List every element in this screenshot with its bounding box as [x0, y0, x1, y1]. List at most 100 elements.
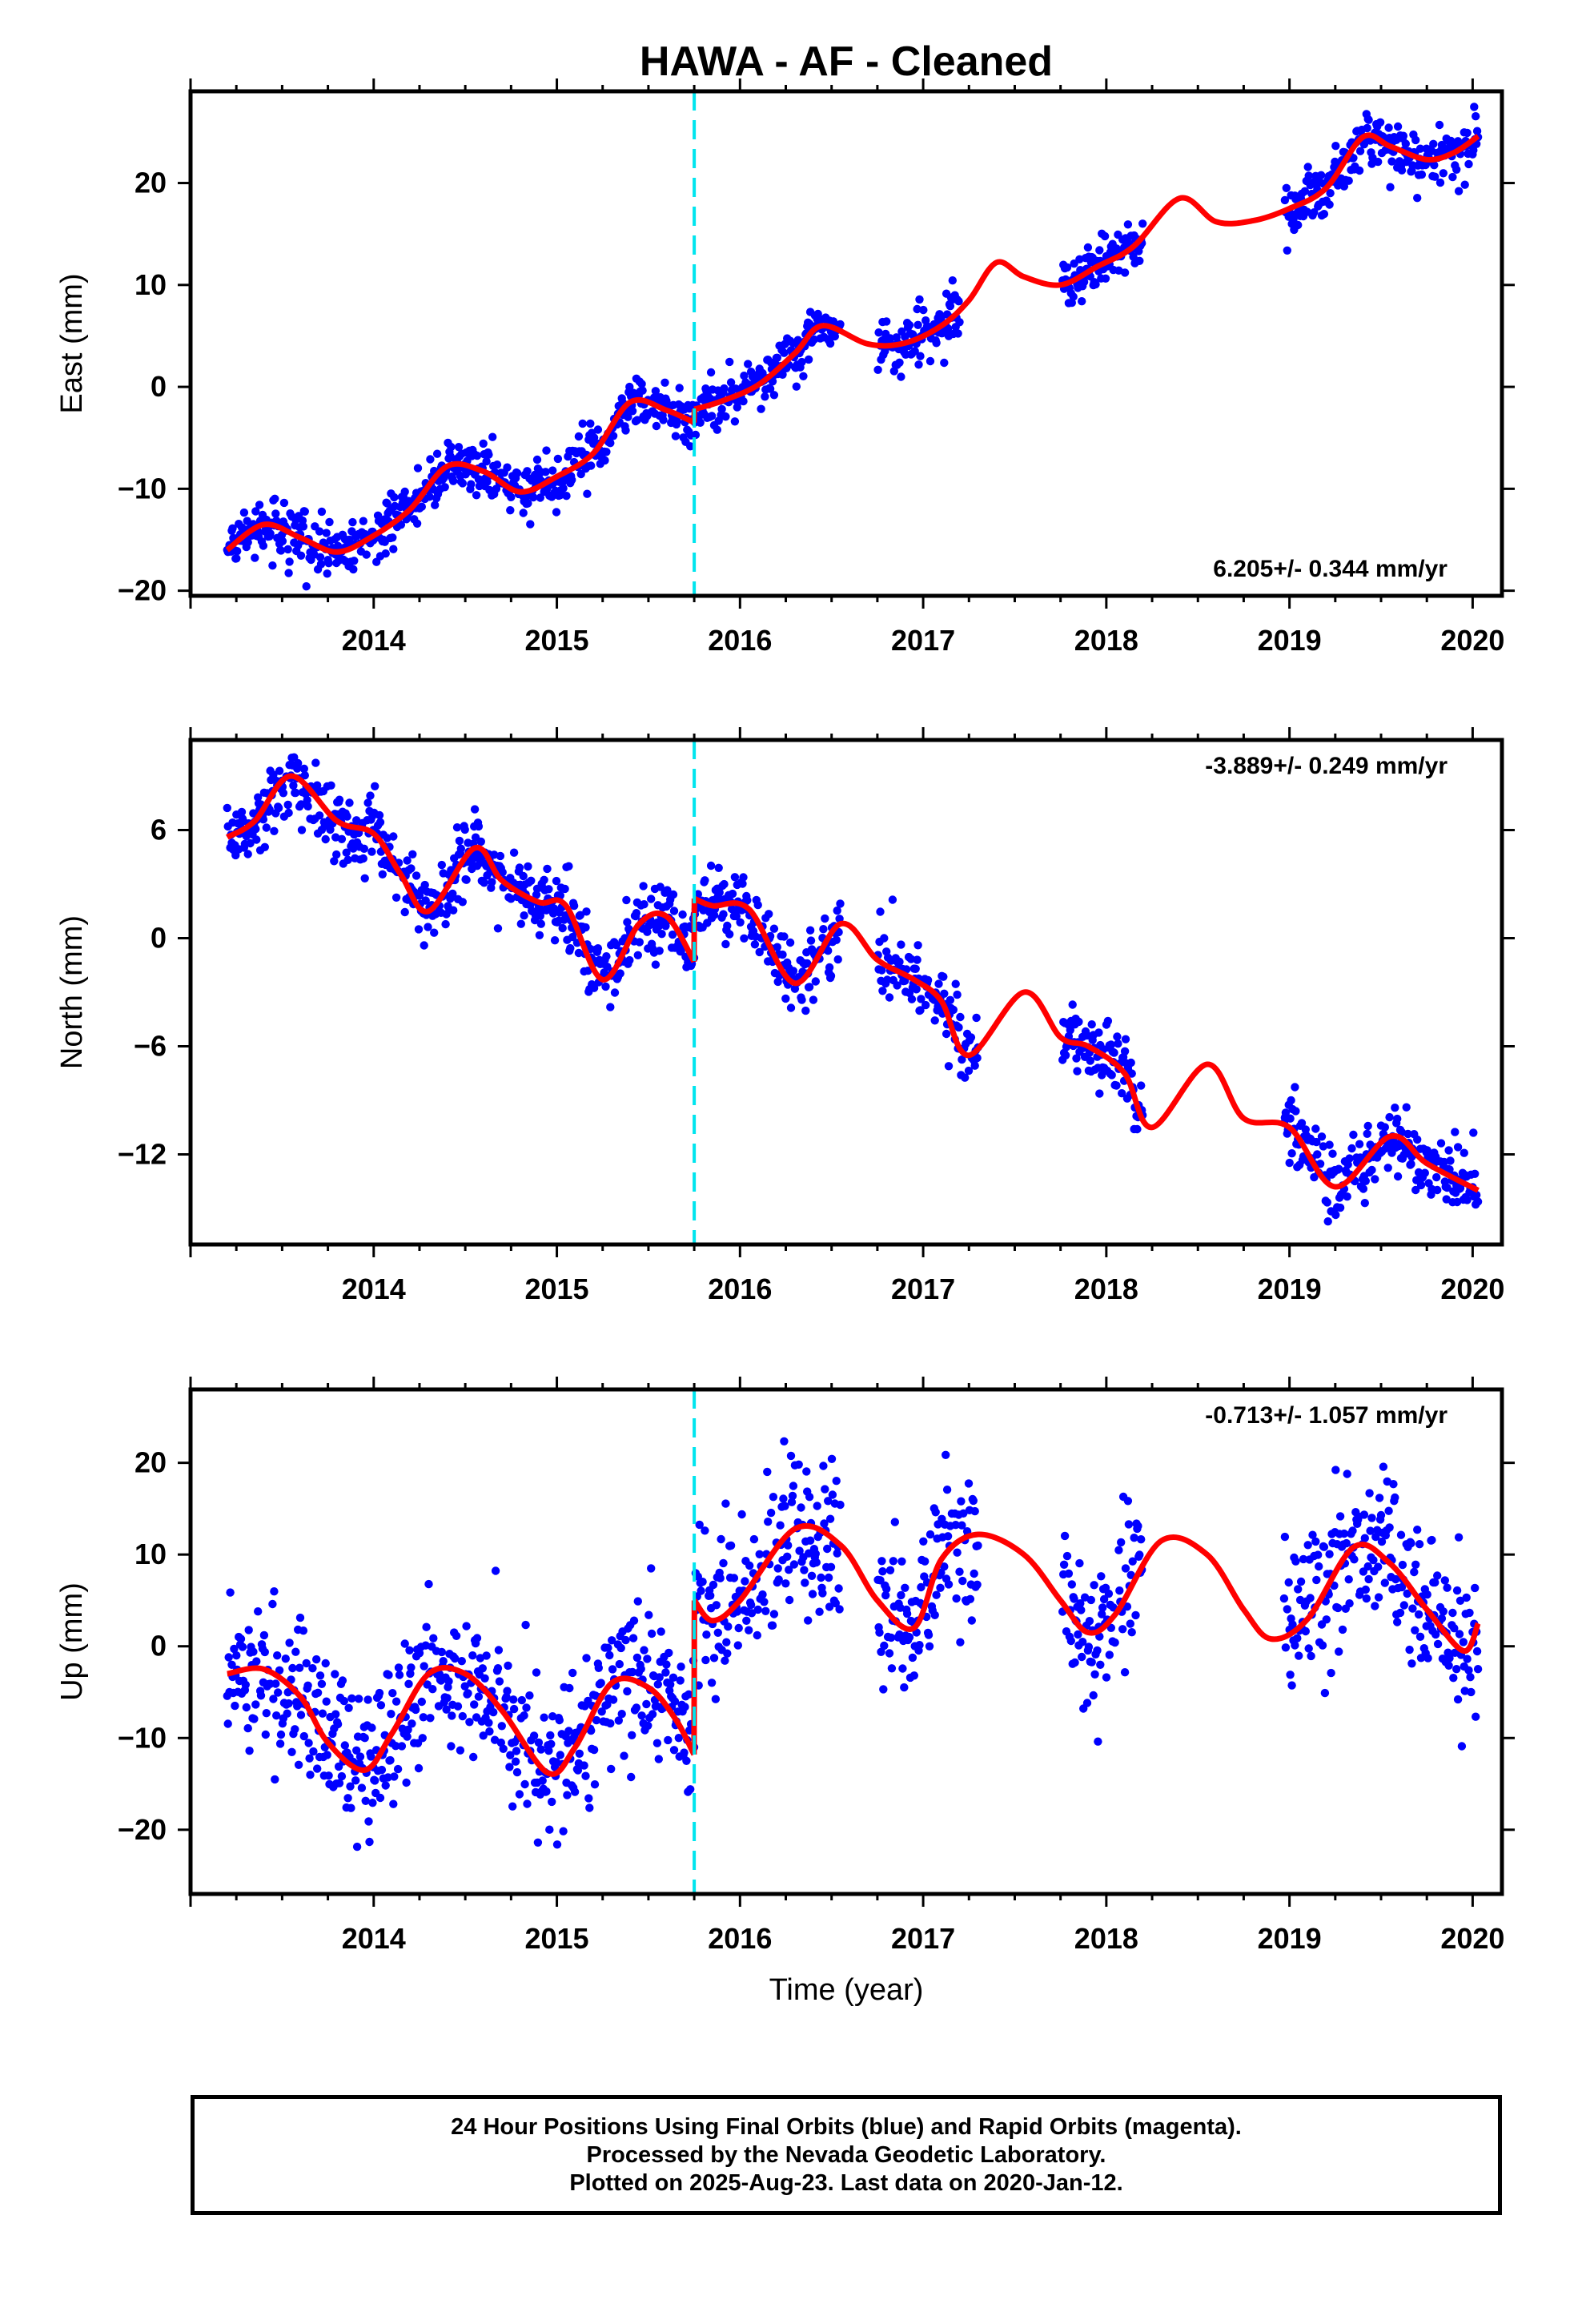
- east-data-point: [652, 421, 661, 431]
- east-data-point: [778, 370, 787, 379]
- east-data-point: [954, 297, 963, 306]
- east-data-point: [600, 456, 609, 465]
- up-data-point: [363, 1695, 372, 1704]
- up-data-point: [1380, 1578, 1390, 1587]
- north-data-point: [825, 963, 834, 972]
- up-data-point: [964, 1479, 974, 1488]
- up-x-tick-label: 2015: [524, 1922, 588, 1955]
- north-data-point: [789, 967, 798, 975]
- up-data-point: [343, 1794, 352, 1803]
- up-data-point: [1299, 1554, 1308, 1564]
- east-data-point: [937, 314, 946, 323]
- up-data-point: [1456, 1596, 1465, 1606]
- north-data-point: [516, 919, 525, 928]
- up-data-point: [437, 1647, 446, 1657]
- up-data-point: [1060, 1531, 1070, 1541]
- up-data-point: [1462, 1593, 1471, 1602]
- up-data-point: [1306, 1594, 1315, 1602]
- up-data-point: [428, 1685, 437, 1694]
- up-data-point: [1322, 1615, 1331, 1624]
- north-data-point: [311, 758, 320, 767]
- north-data-point: [917, 995, 926, 1003]
- east-data-point: [324, 559, 333, 568]
- up-data-point: [669, 1746, 679, 1755]
- east-data-point: [651, 387, 661, 396]
- east-x-tick-label: 2019: [1258, 624, 1322, 657]
- up-data-point: [1459, 1638, 1468, 1647]
- east-data-point: [1123, 220, 1133, 229]
- up-data-point: [661, 1668, 670, 1677]
- up-data-point: [1371, 1532, 1380, 1542]
- north-data-point: [1095, 1089, 1104, 1098]
- north-x-tick-label: 2015: [524, 1273, 588, 1305]
- up-data-point: [1123, 1497, 1133, 1506]
- up-data-point: [1114, 1546, 1123, 1554]
- up-x-tick-label: 2019: [1258, 1922, 1322, 1955]
- north-data-point: [1291, 1107, 1300, 1116]
- east-data-point: [915, 295, 924, 304]
- north-data-point: [367, 847, 376, 856]
- up-data-point: [1411, 1560, 1420, 1570]
- up-data-point: [589, 1745, 599, 1755]
- up-data-point: [312, 1655, 321, 1664]
- east-data-point: [897, 372, 905, 381]
- up-data-point: [295, 1663, 304, 1672]
- up-data-point: [1120, 1668, 1130, 1677]
- north-data-point: [1363, 1129, 1371, 1139]
- north-data-point: [657, 930, 666, 939]
- north-data-layer: [223, 753, 1483, 1226]
- up-data-point: [1308, 1530, 1317, 1539]
- up-data-point: [1345, 1599, 1354, 1608]
- up-data-point: [644, 1721, 652, 1730]
- north-data-point: [732, 911, 741, 921]
- up-data-point: [545, 1825, 554, 1834]
- up-data-point: [1453, 1695, 1463, 1704]
- up-data-point: [504, 1661, 512, 1671]
- up-data-point: [491, 1566, 500, 1575]
- north-data-point: [773, 943, 781, 951]
- north-data-point: [1380, 1123, 1390, 1132]
- east-data-point: [542, 446, 551, 455]
- east-data-point: [765, 384, 775, 393]
- north-data-point: [832, 935, 841, 945]
- up-data-point: [967, 1616, 977, 1625]
- up-data-point: [1364, 1574, 1373, 1584]
- up-data-point: [614, 1716, 623, 1725]
- up-data-point: [653, 1680, 662, 1689]
- east-data-point: [388, 533, 397, 542]
- up-data-point: [805, 1493, 814, 1502]
- east-data-point: [302, 582, 311, 591]
- north-data-point: [1312, 1137, 1321, 1147]
- north-data-point: [1355, 1140, 1364, 1148]
- up-data-point: [346, 1782, 355, 1791]
- up-data-point: [724, 1622, 733, 1631]
- up-data-point: [288, 1663, 297, 1673]
- east-data-point: [413, 464, 423, 472]
- up-data-point: [702, 1630, 711, 1639]
- up-data-point: [1359, 1510, 1369, 1519]
- up-data-point: [243, 1723, 252, 1733]
- north-data-point: [721, 939, 730, 949]
- east-data-point: [649, 393, 659, 402]
- up-data-point: [1066, 1636, 1076, 1646]
- up-data-point: [932, 1590, 941, 1599]
- east-data-point: [1310, 208, 1319, 217]
- north-data-point: [363, 798, 372, 807]
- north-data-point: [1385, 1112, 1394, 1122]
- north-data-point: [408, 850, 417, 859]
- up-data-point: [403, 1732, 412, 1741]
- north-data-point: [1068, 1000, 1077, 1009]
- up-data-point: [1455, 1630, 1464, 1638]
- north-data-point: [966, 1033, 976, 1042]
- up-data-point: [397, 1742, 407, 1751]
- up-data-point: [721, 1656, 729, 1665]
- north-data-point: [509, 848, 519, 857]
- east-data-point: [1431, 172, 1439, 181]
- up-data-point: [1427, 1535, 1436, 1545]
- up-data-point: [376, 1701, 386, 1710]
- up-data-point: [717, 1534, 725, 1544]
- up-data-point: [386, 1755, 395, 1765]
- east-data-point: [740, 372, 749, 380]
- north-data-point: [1445, 1165, 1454, 1174]
- up-data-point: [367, 1752, 375, 1761]
